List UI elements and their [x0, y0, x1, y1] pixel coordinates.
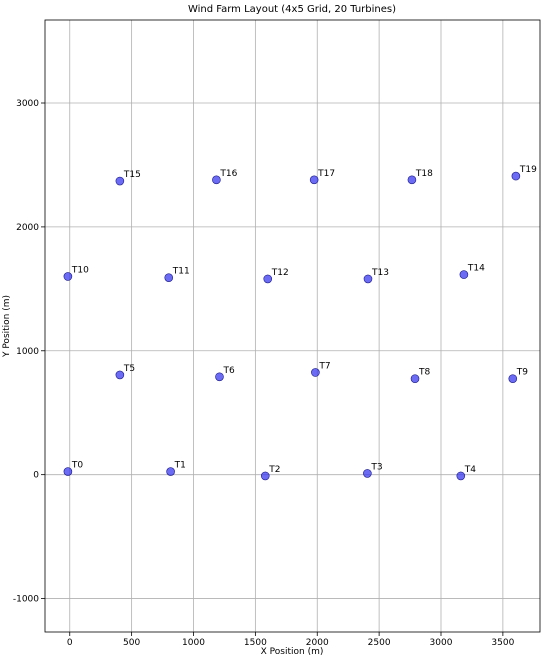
x-tick-label: 2000 [306, 638, 329, 648]
y-tick-label: 0 [33, 471, 39, 481]
y-tick-label: 3000 [16, 99, 39, 109]
point-label: T13 [371, 268, 389, 278]
point-label: T7 [318, 361, 330, 371]
turbine-point [309, 175, 319, 185]
turbine-point [363, 274, 373, 284]
turbine-point [459, 270, 469, 279]
chart-title: Wind Farm Layout (4x5 Grid, 20 Turbines) [188, 4, 396, 15]
x-axis-label: X Position (m) [261, 647, 324, 657]
plot-frame [44, 19, 541, 633]
x-tick-label: 3500 [491, 638, 514, 648]
point-label: T14 [467, 264, 485, 274]
point-label: T0 [71, 461, 83, 471]
point-label: T2 [268, 465, 280, 475]
point-label: T16 [219, 169, 237, 179]
point-label: T19 [519, 165, 537, 175]
turbine-point [511, 171, 521, 181]
turbine-point [407, 175, 417, 185]
turbine-point [363, 469, 372, 478]
turbine-point [115, 370, 125, 380]
turbine-point [263, 274, 273, 284]
x-tick-label: 0 [67, 638, 73, 648]
point-label: T6 [222, 366, 234, 376]
turbine-point [260, 471, 270, 481]
point-label: T5 [123, 364, 135, 374]
point-label: T17 [317, 169, 335, 179]
y-tick-label: 2000 [16, 223, 39, 233]
y-tick-label: 1000 [16, 347, 39, 357]
turbine-point [212, 175, 221, 185]
turbine-point [508, 374, 518, 383]
point-label: T8 [418, 368, 430, 378]
x-tick-label: 1500 [244, 638, 267, 648]
point-label: T18 [415, 169, 433, 179]
x-tick-label: 500 [123, 638, 140, 648]
point-label: T15 [123, 170, 141, 180]
turbine-point [166, 467, 175, 476]
turbine-point [164, 273, 174, 282]
x-tick-label: 2500 [368, 638, 391, 648]
point-label: T11 [172, 267, 190, 277]
x-tick-label: 3000 [430, 638, 453, 648]
point-label: T3 [370, 462, 382, 472]
point-label: T10 [71, 265, 89, 275]
turbine-point [410, 374, 420, 383]
y-axis-label: Y Position (m) [2, 295, 12, 358]
point-label: T9 [516, 368, 528, 378]
point-label: T4 [464, 465, 476, 475]
turbine-point [215, 372, 224, 382]
y-tick-label: -1000 [13, 595, 39, 605]
turbine-point [311, 368, 320, 377]
turbine-point [115, 176, 125, 186]
point-label: T12 [271, 268, 289, 278]
x-tick-label: 1000 [182, 638, 205, 648]
turbine-point [63, 467, 73, 476]
turbine-point [456, 471, 466, 481]
point-label: T1 [174, 461, 186, 471]
turbine-point [63, 272, 73, 281]
